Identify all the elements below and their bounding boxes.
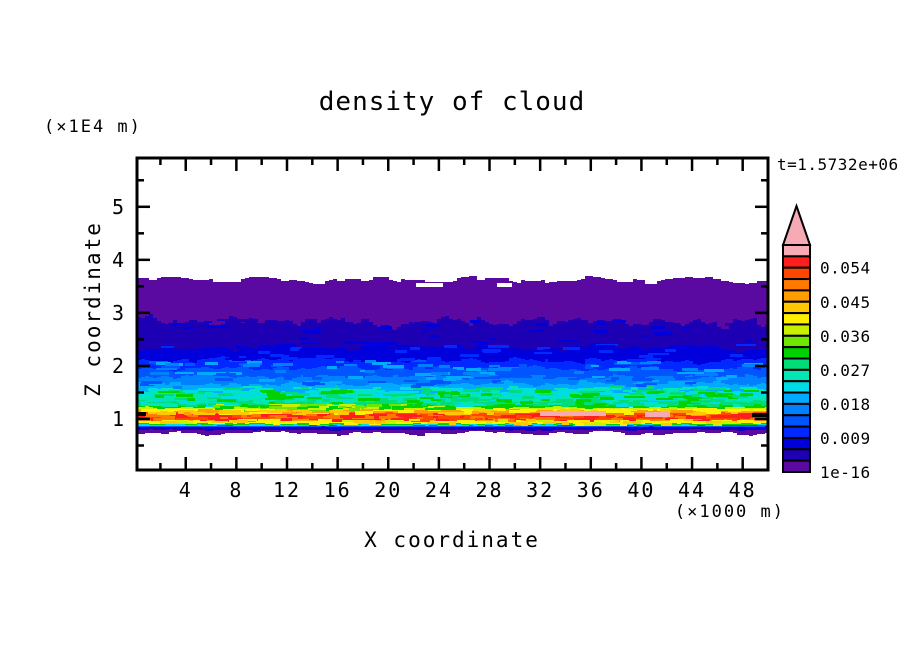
colorbar-segment	[782, 300, 811, 315]
colorbar-segment	[782, 323, 811, 337]
colorbar-label: 0.054	[820, 259, 871, 278]
colorbar-segment	[782, 414, 811, 428]
x-tick-label: 44	[678, 478, 706, 502]
over-threshold-streak	[645, 412, 670, 417]
x-tick-label: 32	[526, 478, 554, 502]
colorbar-segment	[782, 255, 811, 269]
time-annotation: t=1.5732e+06	[777, 155, 899, 174]
z-tick-label: 5	[112, 195, 126, 219]
z-unit-label: (×1E4 m)	[44, 117, 142, 137]
x-axis-title: X coordinate	[364, 528, 540, 552]
axis-ticks	[137, 158, 768, 470]
contour-fill-field	[137, 276, 768, 436]
colorbar-segment	[782, 391, 811, 405]
colorbar-segment	[782, 459, 811, 473]
x-tick-label: 28	[475, 478, 503, 502]
colorbar-segment	[782, 368, 811, 383]
colorbar-label: 0.018	[820, 395, 871, 414]
black-spot	[137, 412, 146, 416]
colorbar-arrow	[781, 202, 812, 246]
cloud-top-notch	[416, 283, 443, 287]
colorbar-label: 0.027	[820, 361, 871, 380]
cloud-top-notch	[497, 283, 512, 287]
colorbar-segment	[782, 425, 811, 439]
x-tick-label: 20	[374, 478, 402, 502]
colorbar-segment	[782, 357, 811, 371]
x-tick-label: 16	[324, 478, 352, 502]
colorbar-label: 0.009	[820, 429, 871, 448]
z-tick-label: 1	[112, 407, 126, 431]
z-tick-label: 2	[112, 354, 126, 378]
colorbar-segment	[782, 278, 811, 292]
x-tick-label: 12	[273, 478, 301, 502]
contour-feature-overlays	[137, 283, 768, 417]
x-tick-label: 4	[179, 478, 193, 502]
x-tick-label: 8	[229, 478, 243, 502]
colorbar-segment	[782, 312, 811, 326]
colorbar-segment	[782, 346, 811, 360]
z-tick-label: 4	[112, 248, 126, 272]
colorbar-segment	[782, 380, 811, 394]
over-threshold-streak	[540, 411, 606, 416]
z-tick-label: 3	[112, 301, 126, 325]
x-tick-label: 36	[577, 478, 605, 502]
colorbar-segment	[782, 244, 811, 258]
x-tick-label: 48	[729, 478, 757, 502]
x-tick-label: 24	[425, 478, 453, 502]
colorbar: 1e-16 0.009 0.018 0.027 0.036 0.045 0.054	[781, 202, 871, 482]
black-spot	[752, 413, 768, 417]
colorbar-segment	[782, 266, 811, 281]
x-unit-label: (×1000 m)	[675, 502, 785, 522]
colorbar-label: 0.036	[820, 327, 871, 346]
colorbar-label: 0.045	[820, 293, 871, 312]
colorbar-label: 1e-16	[820, 463, 871, 482]
colorbar-segment	[782, 334, 811, 349]
colorbar-segment	[782, 448, 811, 462]
colorbar-segment	[782, 402, 811, 417]
colorbar-segment	[782, 436, 811, 451]
chart-title: density of cloud	[319, 87, 585, 117]
colorbar-segment	[782, 289, 811, 303]
x-tick-label: 40	[627, 478, 655, 502]
z-axis-title: Z coordinate	[81, 221, 105, 397]
